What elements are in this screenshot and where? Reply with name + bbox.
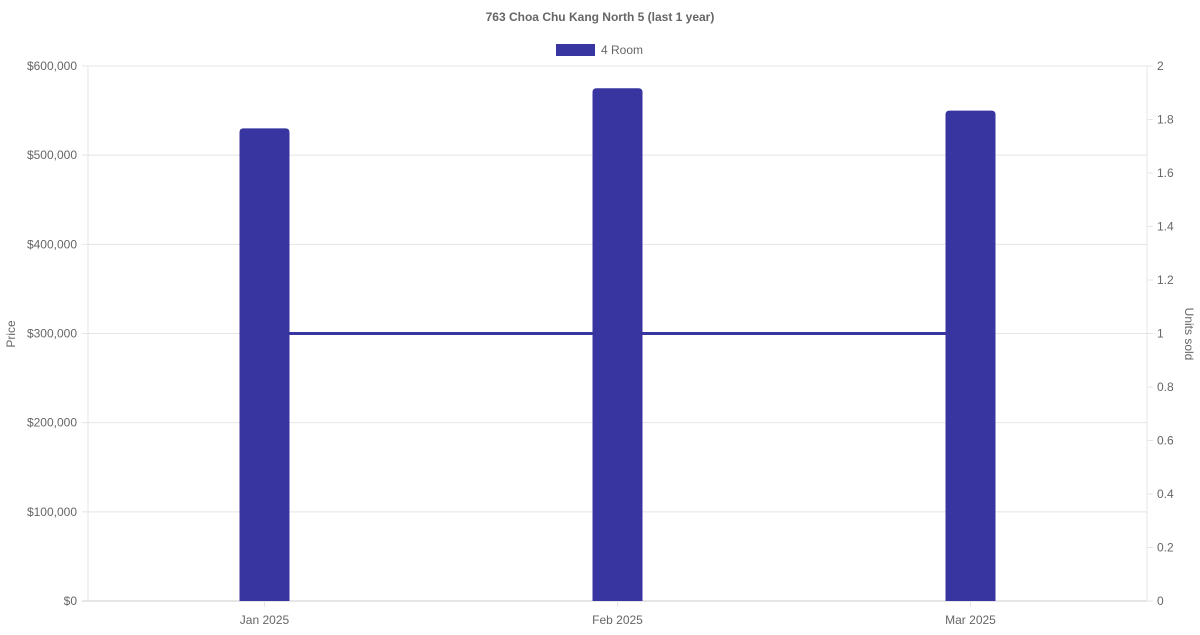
y-tick-label: $0 xyxy=(64,594,78,608)
x-tick-label: Feb 2025 xyxy=(592,613,643,627)
y-tick-label: $200,000 xyxy=(27,416,77,430)
x-tick-label: Mar 2025 xyxy=(945,613,996,627)
price-bar-mar-2025 xyxy=(945,110,996,601)
price-bar-jan-2025 xyxy=(239,128,290,601)
y2-tick-label: 1 xyxy=(1157,327,1164,341)
y2-tick-label: 0.6 xyxy=(1157,434,1174,448)
x-tick-label: Jan 2025 xyxy=(240,613,290,627)
legend-swatch xyxy=(556,44,595,56)
y2-axis-label: Units sold xyxy=(1182,308,1196,361)
y2-tick-label: 1.6 xyxy=(1157,166,1174,180)
y-tick-label: $500,000 xyxy=(27,148,77,162)
y2-tick-label: 1.2 xyxy=(1157,273,1174,287)
chart-title: 763 Choa Chu Kang North 5 (last 1 year) xyxy=(486,10,715,24)
y2-tick-label: 0 xyxy=(1157,594,1164,608)
y-tick-label: $600,000 xyxy=(27,59,77,73)
price-bar-feb-2025 xyxy=(592,88,643,601)
legend-label: 4 Room xyxy=(601,43,643,57)
y-tick-label: $400,000 xyxy=(27,237,77,251)
y2-tick-label: 0.4 xyxy=(1157,487,1174,501)
y2-tick-label: 0.2 xyxy=(1157,541,1174,555)
y2-tick-label: 0.8 xyxy=(1157,380,1174,394)
y2-tick-label: 2 xyxy=(1157,59,1164,73)
y2-tick-label: 1.4 xyxy=(1157,220,1174,234)
y-tick-label: $100,000 xyxy=(27,505,77,519)
legend[interactable]: 4 Room xyxy=(556,43,643,57)
y-axis-label: Price xyxy=(4,320,18,348)
y-tick-label: $300,000 xyxy=(27,327,77,341)
y2-tick-label: 1.8 xyxy=(1157,113,1174,127)
